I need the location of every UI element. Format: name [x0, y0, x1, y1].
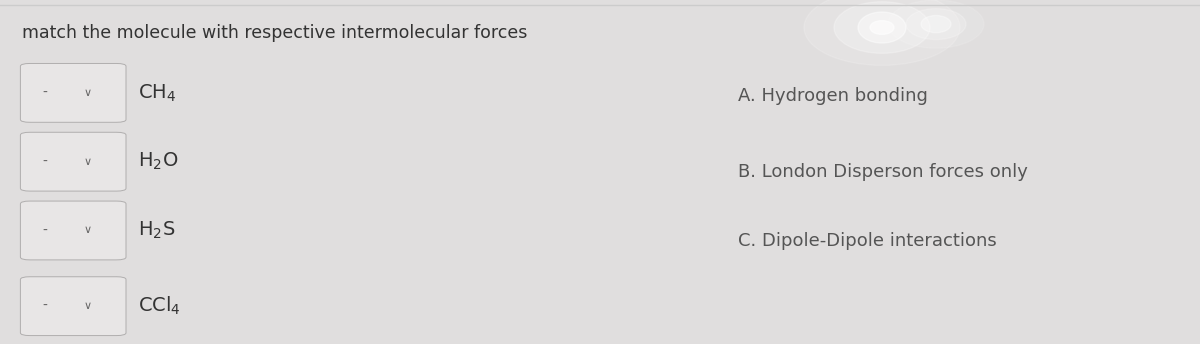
Ellipse shape: [922, 15, 952, 33]
Ellipse shape: [870, 21, 894, 34]
FancyBboxPatch shape: [20, 201, 126, 260]
Text: -: -: [42, 299, 47, 313]
FancyBboxPatch shape: [20, 277, 126, 336]
FancyBboxPatch shape: [20, 64, 126, 122]
Text: H$_2$S: H$_2$S: [138, 220, 175, 241]
Text: ∨: ∨: [84, 157, 91, 167]
Text: CH$_4$: CH$_4$: [138, 82, 176, 104]
Text: ∨: ∨: [84, 225, 91, 236]
FancyBboxPatch shape: [20, 132, 126, 191]
Text: -: -: [42, 155, 47, 169]
Text: match the molecule with respective intermolecular forces: match the molecule with respective inter…: [22, 24, 527, 42]
Text: C. Dipole-Dipole interactions: C. Dipole-Dipole interactions: [738, 232, 997, 250]
Ellipse shape: [888, 0, 984, 48]
Ellipse shape: [834, 2, 930, 53]
Text: CCl$_4$: CCl$_4$: [138, 295, 181, 317]
Text: ∨: ∨: [84, 88, 91, 98]
Text: -: -: [42, 224, 47, 237]
Ellipse shape: [906, 9, 966, 40]
Text: A. Hydrogen bonding: A. Hydrogen bonding: [738, 87, 928, 105]
Text: -: -: [42, 86, 47, 100]
Ellipse shape: [804, 0, 960, 65]
Ellipse shape: [858, 12, 906, 43]
Text: B. London Disperson forces only: B. London Disperson forces only: [738, 163, 1028, 181]
Text: ∨: ∨: [84, 301, 91, 311]
Text: H$_2$O: H$_2$O: [138, 151, 179, 172]
